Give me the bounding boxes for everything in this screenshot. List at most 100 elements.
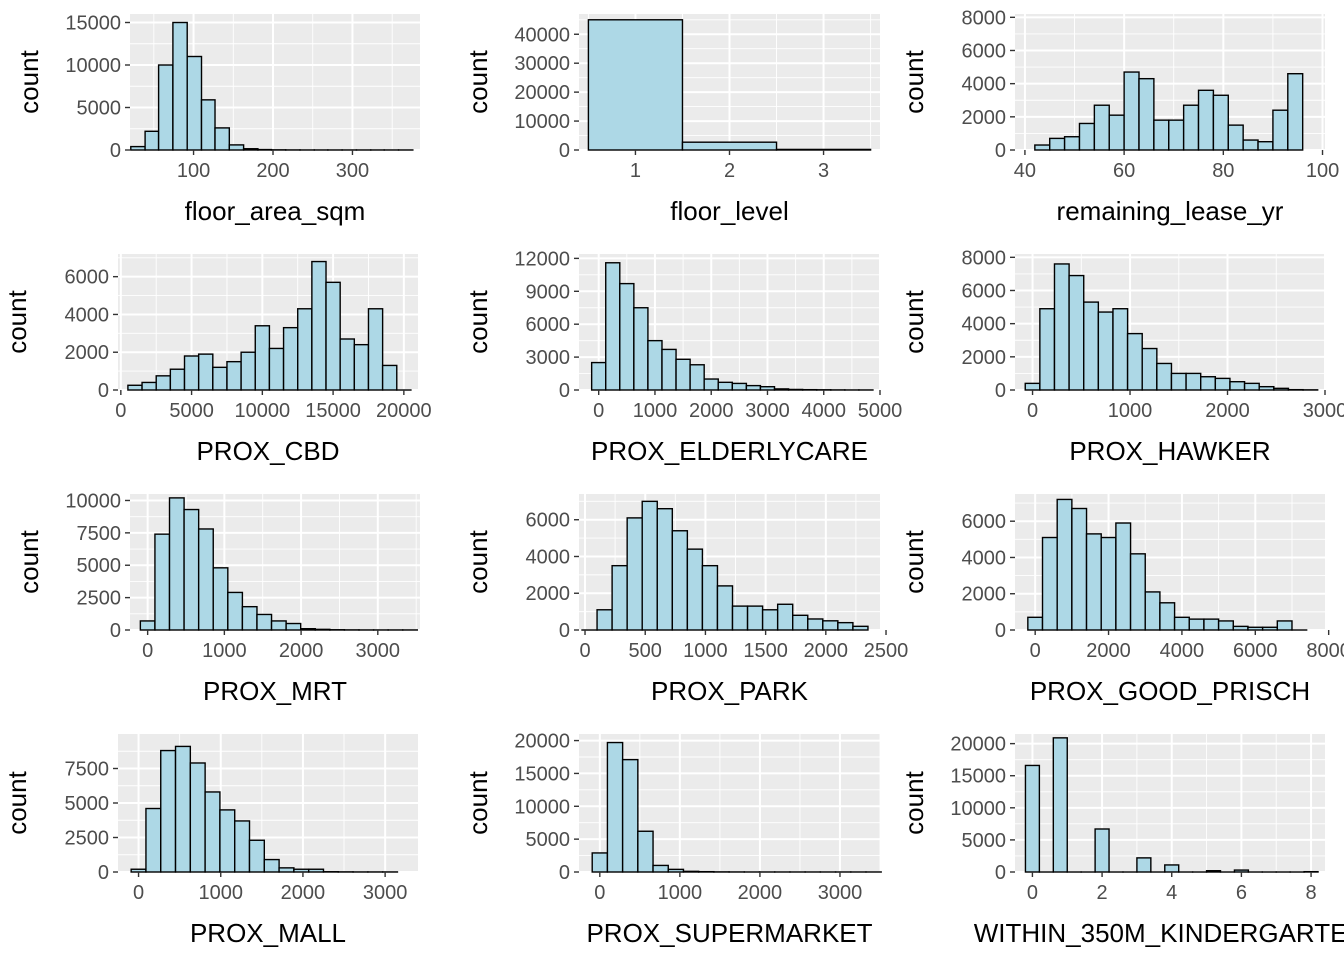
histogram-bar [170,369,184,390]
y-tick-label: 0 [995,620,1006,642]
y-tick-label: 2500 [77,588,122,610]
histogram-panel-floor_area_sqm: 0 5000 10000 15000 100 200 300 floor_area_sqm co… [14,13,420,227]
histogram-bar [1274,388,1289,390]
histogram-bar [1072,509,1087,630]
histogram-bar [823,621,838,630]
histogram-bar [682,142,776,150]
y-tick-label: 2000 [526,583,571,605]
histogram-bar [1165,865,1179,872]
x-axis-title: PROX_ELDERLYCARE [591,436,868,466]
histogram-bar [607,743,622,872]
histogram-bar [326,282,340,390]
histogram-bar [808,619,823,630]
histogram-bar [1228,125,1243,150]
y-tick-label: 2000 [65,342,110,364]
histogram-bar [1273,110,1288,150]
y-tick-label: 0 [110,140,121,162]
histogram-bar [1095,829,1109,872]
x-tick-label: 4000 [801,400,846,422]
histogram-panel-remaining_lease_yr: 0 2000 4000 6000 8000 40 60 80 100 remaining_leas… [899,7,1339,226]
x-tick-label: 2000 [281,882,326,904]
histogram-bar [1054,264,1069,390]
histogram-bar [1204,619,1219,630]
histogram-bar [1116,523,1131,630]
x-tick-label: 5000 [858,400,903,422]
y-tick-label: 20000 [514,731,570,753]
histogram-bar [1245,383,1260,390]
y-tick-label: 15000 [950,766,1006,788]
histogram-bar [1219,621,1234,630]
histogram-bar [672,531,687,630]
x-tick-label: 0 [1027,400,1038,422]
histogram-bar [294,869,309,872]
histogram-bar [309,869,324,872]
histogram-bar [592,363,606,390]
y-tick-label: 5000 [526,829,571,851]
x-tick-label: 100 [177,160,210,182]
y-tick-label: 0 [559,620,570,642]
y-tick-label: 0 [995,380,1006,402]
histogram-bar [173,23,187,151]
histogram-bar [255,326,269,390]
histogram-bar [1128,334,1143,390]
y-tick-label: 4000 [962,547,1007,569]
histogram-bar [793,615,808,630]
x-tick-label: 4000 [1160,640,1205,662]
histogram-bar [1233,626,1248,630]
y-tick-label: 2000 [962,347,1007,369]
histogram-bar [145,131,159,150]
histogram-bar [1263,627,1278,630]
histogram-bar [748,606,763,630]
histogram-bar [718,382,732,390]
y-tick-label: 5000 [65,793,110,815]
histogram-bar [1277,621,1292,630]
histogram-bar [1169,120,1184,150]
y-tick-label: 9000 [526,281,571,303]
y-axis-title: count [463,770,493,834]
y-tick-label: 0 [995,862,1006,884]
x-tick-label: 0 [579,640,590,662]
histogram-bar [1142,349,1157,390]
histogram-bar [1043,538,1058,630]
histogram-bar [1065,137,1080,150]
x-axis-title: PROX_MALL [190,918,346,948]
y-tick-label: 2000 [962,584,1007,606]
x-tick-label: 6 [1236,882,1247,904]
histogram-bar [838,623,853,630]
histogram-bar [298,309,312,390]
x-tick-label: 6000 [1233,640,1278,662]
histogram-bar [1137,858,1151,872]
x-tick-label: 100 [1306,160,1339,182]
x-axis-title: WITHIN_350M_KINDERGARTEN [974,918,1344,948]
histogram-bar [597,610,612,630]
histogram-panel-prox_mall: 0 2500 5000 7500 0 1000 2000 3000 PROX_MALL count [2,734,418,948]
histogram-bar [272,621,287,630]
x-tick-label: 500 [629,640,662,662]
histogram-bar [202,100,216,150]
y-tick-label: 6000 [962,280,1007,302]
histogram-bar [1243,140,1258,150]
histogram-bar [176,746,191,872]
y-tick-label: 4000 [962,74,1007,96]
histogram-panel-prox_good_prisch: 0 2000 4000 6000 0 2000 4000 6000 8000 PROX_GOOD_… [899,494,1344,706]
histogram-bar [215,128,229,150]
x-tick-label: 5000 [169,400,214,422]
histogram-bar [1139,79,1154,150]
histogram-bar [227,362,241,390]
histogram-bar [205,792,220,872]
histogram-bar [242,607,257,630]
histogram-bar [159,65,173,150]
y-tick-label: 10000 [514,111,570,133]
histogram-panel-prox_cbd: 0 2000 4000 6000 0 5000 10000 15000 20000 PROX_CB… [2,254,432,466]
histogram-bar [1259,387,1274,390]
y-tick-label: 20000 [950,734,1006,756]
histogram-bar [131,147,145,150]
histogram-bar [653,865,668,872]
histogram-bar [340,339,354,390]
histogram-bar [1145,592,1160,630]
histogram-bar [146,809,161,872]
x-tick-label: 1500 [743,640,788,662]
x-tick-label: 3000 [745,400,790,422]
histogram-bar [702,566,717,630]
